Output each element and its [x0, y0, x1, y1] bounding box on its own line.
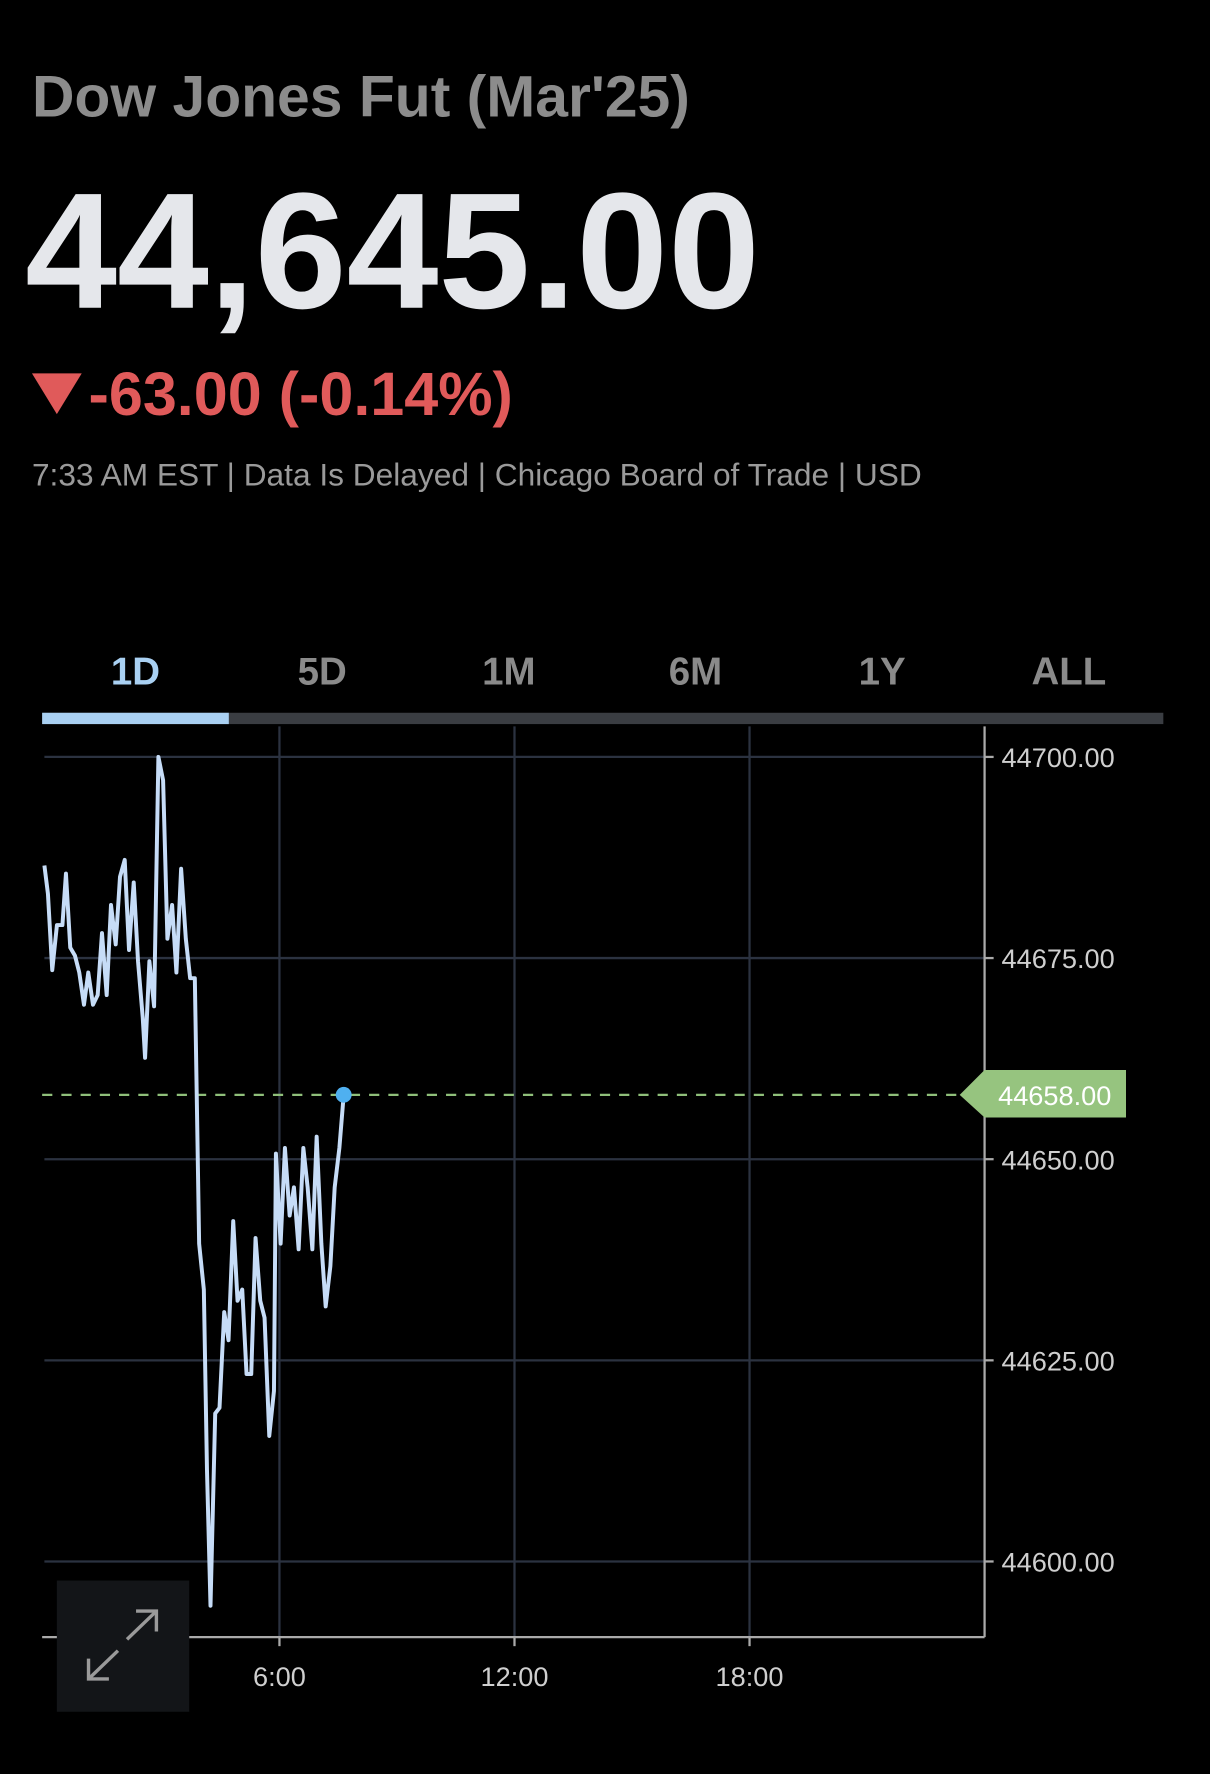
- down-arrow: [31, 373, 82, 415]
- price: 44,645.00: [25, 159, 760, 344]
- x-tick-label: 6:00: [253, 1661, 306, 1692]
- quote-meta: 7:33 AM EST | Data Is Delayed | Chicago …: [32, 456, 922, 492]
- y-tick-label: 44650.00: [1002, 1144, 1115, 1175]
- y-tick-label: 44600.00: [1002, 1547, 1115, 1578]
- expand-bg[interactable]: [56, 1580, 190, 1712]
- price-change: -63.00 (-0.14%): [89, 360, 513, 428]
- last-price-tag: [959, 1069, 1126, 1118]
- last-point: [335, 1086, 352, 1103]
- tab-track: [42, 712, 1164, 725]
- y-tick-label: 44625.00: [1002, 1346, 1115, 1377]
- price-line: [42, 754, 346, 1608]
- range-tab[interactable]: 1D: [111, 650, 160, 693]
- y-tick-label: 44675.00: [1002, 943, 1115, 974]
- x-tick-label: 18:00: [716, 1661, 784, 1692]
- expand-icon: [86, 1609, 159, 1681]
- range-tab[interactable]: 6M: [669, 650, 722, 693]
- active-tab-indicator: [42, 712, 229, 725]
- y-tick-label: 44700.00: [1002, 742, 1115, 773]
- x-tick-label: 12:00: [481, 1661, 549, 1692]
- plot: 44600.00 44625.00 44650.00 44675.00 44700.00…: [42, 726, 1126, 1692]
- range-tab[interactable]: 1M: [482, 650, 535, 693]
- range-tab[interactable]: 5D: [298, 650, 347, 693]
- range-tab[interactable]: ALL: [1031, 650, 1106, 693]
- range-tab[interactable]: 1Y: [859, 650, 906, 693]
- range-tabs: 1D 5D 1M 6M 1Y ALL: [42, 650, 1164, 725]
- instrument-title: Dow Jones Fut (Mar'25): [32, 65, 690, 130]
- expand-button[interactable]: [56, 1580, 190, 1712]
- last-price-label: 44658.00: [998, 1080, 1111, 1111]
